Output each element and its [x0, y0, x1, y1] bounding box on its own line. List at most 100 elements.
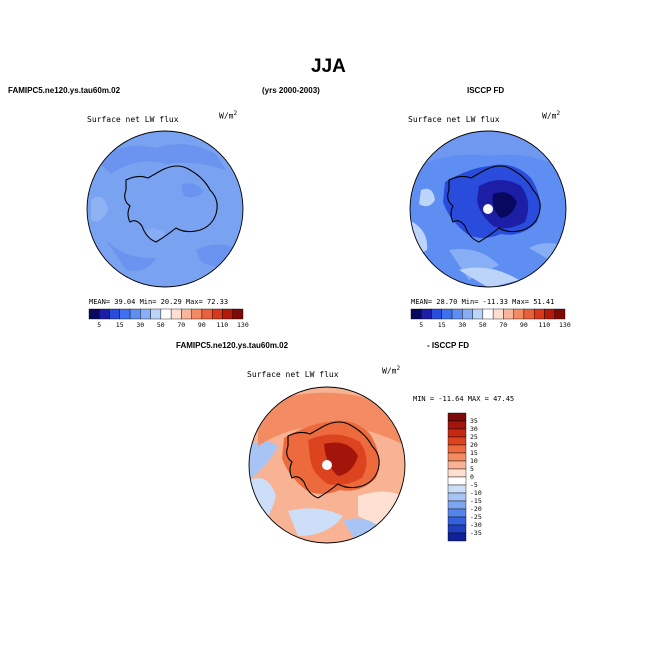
obs-colorbar-tick-label: 70	[499, 321, 508, 329]
model-colorbar-swatch	[170, 308, 182, 320]
model-colorbar-tick-label: 50	[156, 321, 165, 329]
obs-colorbar-tick-label: 110	[538, 321, 551, 329]
diff-colorbar-swatch	[447, 428, 467, 438]
model-panel-label: Surface net LW flux	[87, 115, 179, 124]
model-panel-units: W/m2	[219, 110, 237, 121]
diff-colorbar-swatch	[447, 500, 467, 510]
obs-colorbar-tick-label: 90	[519, 321, 528, 329]
obs-colorbar-swatch	[482, 308, 494, 320]
model-colorbar-ticks: 5 15 30 50 70 90 110 130	[89, 321, 248, 331]
obs-colorbar-tick-label: 30	[458, 321, 467, 329]
diff-pole-hole	[322, 460, 332, 470]
diff-colorbar-tick-label: 15	[470, 449, 478, 457]
diff-colorbar-tick-label: -20	[470, 505, 482, 513]
model-colorbar-tick-label: 70	[177, 321, 186, 329]
obs-panel-units: W/m2	[542, 110, 560, 121]
obs-colorbar-swatch	[533, 308, 545, 320]
diff-colorbar-tick-label: 10	[470, 457, 478, 465]
diff-colorbar-swatch	[447, 476, 467, 486]
obs-colorbar-swatch	[544, 308, 555, 320]
model-polar-map	[86, 130, 244, 288]
model-colorbar-swatch	[140, 308, 151, 320]
diff-colorbar-swatch	[447, 508, 467, 518]
diff-colorbar-swatch	[447, 444, 467, 454]
diff-colorbar-tick-label: 20	[470, 441, 478, 449]
diff-colorbar-tick-label: -10	[470, 489, 482, 497]
obs-colorbar-swatch	[410, 308, 422, 320]
model-colorbar-swatch	[191, 308, 203, 320]
diff-polar-map	[248, 386, 406, 544]
diff-colorbar-swatch	[447, 420, 467, 430]
diff-colorbar-tick-label: -30	[470, 521, 482, 529]
model-units-exp: 2	[233, 110, 238, 117]
model-colorbar	[88, 308, 244, 320]
obs-colorbar-tick-label: 50	[478, 321, 487, 329]
obs-units-exp: 2	[556, 110, 561, 117]
obs-colorbar-swatch	[503, 308, 514, 320]
obs-colorbar	[410, 308, 566, 320]
diff-colorbar-tick-label: 0	[470, 473, 474, 481]
model-colorbar-tick-label: 5	[97, 321, 102, 329]
diff-stats: MIN = -11.64 MAX = 47.45	[413, 395, 515, 403]
model-colorbar-swatch	[119, 308, 131, 320]
obs-source-name: ISCCP FD	[467, 86, 505, 95]
obs-colorbar-swatch	[431, 308, 442, 320]
diff-units-text: W/m	[382, 366, 397, 376]
diff-antarctica-outline	[286, 421, 380, 499]
diff-colorbar-tick-label: -35	[470, 529, 482, 537]
obs-polar-map	[409, 130, 567, 288]
diff-title-left: FAMIPC5.ne120.ys.tau60m.02	[176, 341, 289, 350]
diff-colorbar-swatch	[447, 524, 467, 534]
model-stats: MEAN= 39.04 Min= 20.29 Max= 72.33	[89, 298, 229, 306]
model-colorbar-tick-label: 110	[216, 321, 229, 329]
obs-pole-hole	[483, 204, 493, 214]
diff-colorbar-swatch	[447, 492, 467, 502]
diff-colorbar-tick-label: 30	[470, 425, 478, 433]
obs-colorbar-swatch	[462, 308, 473, 320]
obs-colorbar-tick-label: 130	[559, 321, 571, 329]
diff-colorbar-swatch	[447, 460, 467, 470]
model-colorbar-tick-label: 15	[115, 321, 124, 329]
model-colorbar-tick-label: 90	[197, 321, 206, 329]
diff-colorbar-tick-label: 25	[470, 433, 478, 441]
diff-units-exp: 2	[396, 365, 401, 372]
model-colorbar-tick-label: 30	[136, 321, 145, 329]
obs-colorbar-swatch	[554, 308, 566, 320]
obs-colorbar-swatch	[513, 308, 525, 320]
obs-colorbar-swatch	[451, 308, 463, 320]
obs-stats: MEAN= 28.70 Min= -11.33 Max= 51.41	[411, 298, 555, 306]
diff-colorbar-swatch	[447, 484, 467, 494]
model-colorbar-swatch	[88, 308, 100, 320]
diff-panel-label: Surface net LW flux	[247, 370, 339, 379]
diff-colorbar-tick-label: -5	[470, 481, 478, 489]
diff-colorbar-swatch	[447, 532, 467, 542]
years-label: (yrs 2000-2003)	[262, 86, 320, 95]
obs-units-text: W/m	[542, 111, 557, 121]
obs-colorbar-swatch	[492, 308, 504, 320]
model-colorbar-swatch	[150, 308, 162, 320]
obs-colorbar-tick-label: 15	[437, 321, 446, 329]
page-title: JJA	[311, 56, 346, 77]
obs-colorbar-tick-label: 5	[419, 321, 424, 329]
diff-colorbar-tick-label: -25	[470, 513, 482, 521]
model-colorbar-swatch	[109, 308, 120, 320]
diff-title-right: - ISCCP FD	[427, 341, 470, 350]
model-antarctica-outline	[124, 165, 218, 243]
model-units-text: W/m	[219, 111, 234, 121]
model-colorbar-swatch	[99, 308, 110, 320]
diff-colorbar-ticks: 35 30 25 20 15 10 5 0 -5 -10 -15 -20 -25 -30 -35	[470, 413, 500, 541]
diff-panel-units: W/m2	[382, 365, 400, 376]
model-colorbar-swatch	[160, 308, 172, 320]
model-colorbar-swatch	[222, 308, 233, 320]
model-colorbar-swatch	[181, 308, 192, 320]
obs-colorbar-swatch	[472, 308, 484, 320]
diff-colorbar-swatch	[447, 412, 467, 422]
obs-colorbar-swatch	[441, 308, 453, 320]
obs-colorbar-swatch	[421, 308, 432, 320]
model-colorbar-swatch	[129, 308, 141, 320]
diff-colorbar	[447, 412, 467, 542]
diff-colorbar-tick-label: 5	[470, 465, 474, 473]
diff-colorbar-swatch	[447, 468, 467, 478]
diff-colorbar-swatch	[447, 436, 467, 446]
diff-colorbar-swatch	[447, 452, 467, 462]
